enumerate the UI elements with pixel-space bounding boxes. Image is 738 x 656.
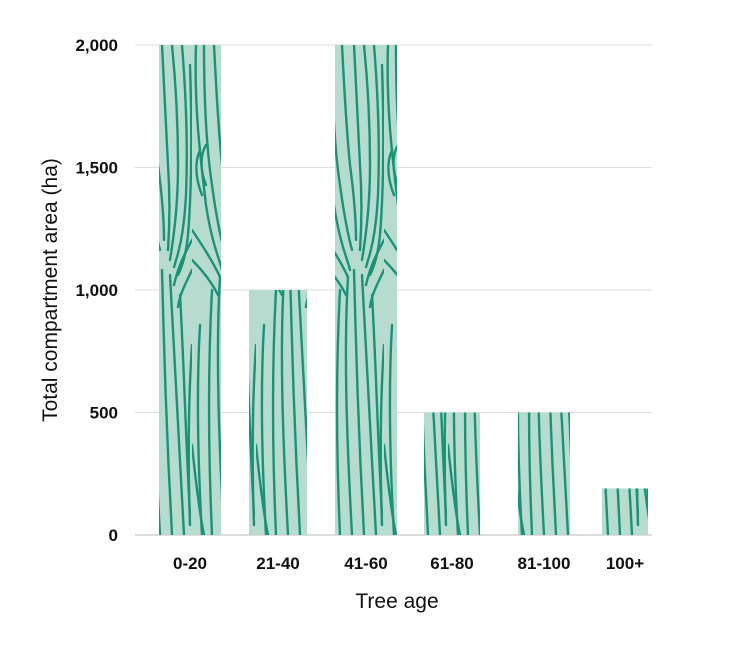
x-tick-label: 81-100: [518, 554, 571, 573]
x-tick-label: 0-20: [173, 554, 207, 573]
y-axis-tick-labels: 0 500 1,000 1,500 2,000: [75, 36, 118, 545]
bar-41-60: [335, 45, 397, 535]
y-tick-label: 2,000: [75, 36, 118, 55]
x-axis-tick-labels: 0-20 21-40 41-60 61-80 81-100 100+: [173, 554, 644, 573]
y-axis-title: Total compartment area (ha): [39, 158, 62, 422]
y-tick-label: 1,500: [75, 159, 118, 178]
x-tick-label: 100+: [606, 554, 644, 573]
bar-61-80: [424, 412, 480, 535]
bars: [159, 45, 648, 535]
x-tick-label: 21-40: [256, 554, 299, 573]
y-tick-label: 1,000: [75, 281, 118, 300]
y-tick-label: 0: [109, 526, 118, 545]
x-axis-title: Tree age: [355, 590, 438, 613]
bar-21-40: [249, 290, 307, 535]
bar-81-100: [518, 412, 570, 535]
bar-0-20: [159, 45, 221, 535]
y-tick-label: 500: [90, 404, 118, 423]
bar-100+: [602, 488, 648, 535]
x-tick-label: 41-60: [344, 554, 387, 573]
x-tick-label: 61-80: [430, 554, 473, 573]
